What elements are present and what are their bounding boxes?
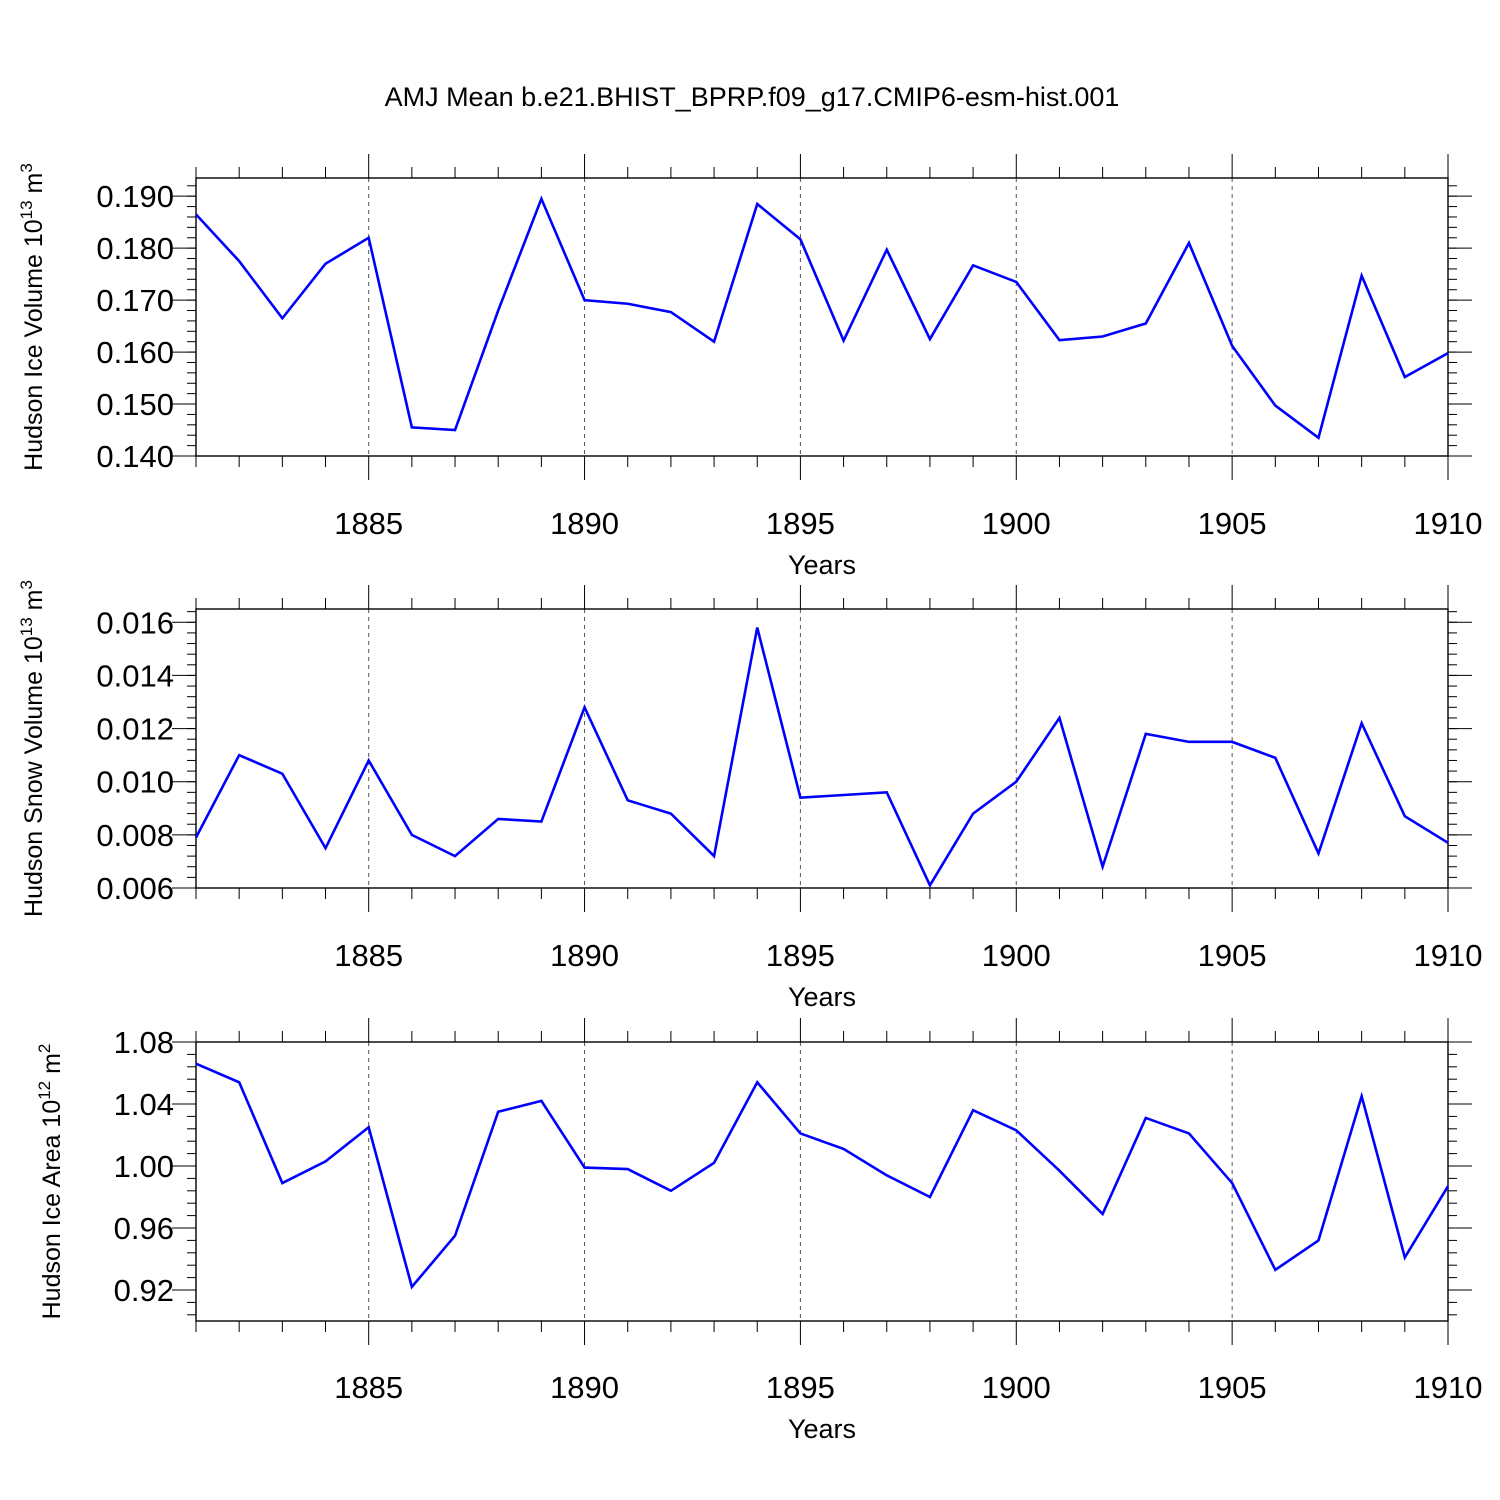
series-line (194, 627, 1449, 889)
x-tick-label: 1895 (766, 506, 835, 541)
panels: 0.140 0.150 0.160 0.170 0.180 0.190 1885 1890 18… (17, 154, 1482, 1444)
y-axis-label: Hudson Snow Volume 1013 m3 (17, 580, 48, 917)
y-tick-label: 0.014 (96, 658, 174, 693)
x-tick-label: 1900 (982, 1370, 1051, 1405)
x-axis-label: Years (788, 1414, 856, 1444)
panel-1: 0.140 0.150 0.160 0.170 0.180 0.190 1885 1890 18… (17, 154, 1482, 580)
x-axis-label: Years (788, 550, 856, 580)
y-tick-label: 0.016 (96, 605, 174, 640)
x-tick-label: 1885 (334, 506, 403, 541)
series-line (195, 1062, 1450, 1290)
y-tick-label: 0.008 (96, 818, 174, 853)
y-axis-label-exponent: 13 (17, 200, 36, 219)
y-axis-label-unit-exponent: 3 (17, 580, 36, 589)
x-tick-label: 1905 (1198, 938, 1267, 973)
y-tick-label: 1.08 (114, 1025, 174, 1060)
y-axis-label-exponent: 13 (17, 617, 36, 636)
x-tick-label: 1910 (1414, 506, 1483, 541)
x-axis-label: Years (788, 982, 856, 1012)
plot-frame (195, 1041, 1449, 1322)
y-axis-label-text: Hudson Ice Area 10 (38, 1100, 66, 1320)
x-tick-label: 1890 (550, 506, 619, 541)
x-tick-label: 1905 (1198, 506, 1267, 541)
x-tick-label: 1900 (982, 506, 1051, 541)
y-tick-label: 0.012 (96, 712, 174, 747)
y-tick-label: 0.160 (96, 335, 174, 370)
x-tick-label: 1900 (982, 938, 1051, 973)
y-axis-label: Hudson Ice Volume 1013 m3 (17, 163, 48, 471)
y-axis-label-unit: m (20, 173, 48, 201)
y-tick-label: 0.96 (114, 1211, 174, 1246)
x-tick-label: 1890 (550, 938, 619, 973)
x-tick-label: 1910 (1414, 938, 1483, 973)
y-tick-label: 0.006 (96, 871, 174, 906)
y-axis-label-text: Hudson Ice Volume 10 (20, 219, 48, 471)
x-tick-label: 1885 (334, 938, 403, 973)
figure-title: AMJ Mean b.e21.BHIST_BPRP.f09_g17.CMIP6-… (385, 82, 1120, 112)
y-tick-label: 0.180 (96, 231, 174, 266)
series-line (195, 195, 1449, 441)
plot-frame (195, 177, 1449, 457)
x-tick-label: 1885 (334, 1370, 403, 1405)
y-axis-label-unit-exponent: 3 (17, 163, 36, 172)
y-axis-label-unit: m (38, 1053, 66, 1081)
y-axis-label: Hudson Ice Area 1012 m2 (35, 1044, 66, 1320)
panel-3: 0.92 0.96 1.00 1.04 1.08 1885 1890 1895 1900 1905… (35, 1018, 1482, 1444)
y-tick-label: 0.150 (96, 387, 174, 422)
x-tick-label: 1910 (1414, 1370, 1483, 1405)
y-axis-label-exponent: 12 (35, 1081, 54, 1100)
y-tick-label: 0.170 (96, 283, 174, 318)
y-axis-label-unit-exponent: 2 (35, 1044, 54, 1053)
y-tick-label: 1.04 (114, 1087, 174, 1122)
y-tick-label: 1.00 (114, 1149, 174, 1184)
x-tick-label: 1890 (550, 1370, 619, 1405)
x-tick-label: 1905 (1198, 1370, 1267, 1405)
x-tick-label: 1895 (766, 1370, 835, 1405)
plot-frame (195, 608, 1449, 889)
y-axis-label-text: Hudson Snow Volume 10 (20, 636, 48, 917)
y-tick-label: 0.140 (96, 439, 174, 474)
panel-2: 0.006 0.008 0.010 0.012 0.014 0.016 1885 1890 18… (17, 580, 1482, 1012)
y-tick-label: 0.190 (96, 179, 174, 214)
y-tick-label: 0.92 (114, 1273, 174, 1308)
y-tick-label: 0.010 (96, 765, 174, 800)
x-tick-label: 1895 (766, 938, 835, 973)
y-axis-label-unit: m (20, 590, 48, 618)
